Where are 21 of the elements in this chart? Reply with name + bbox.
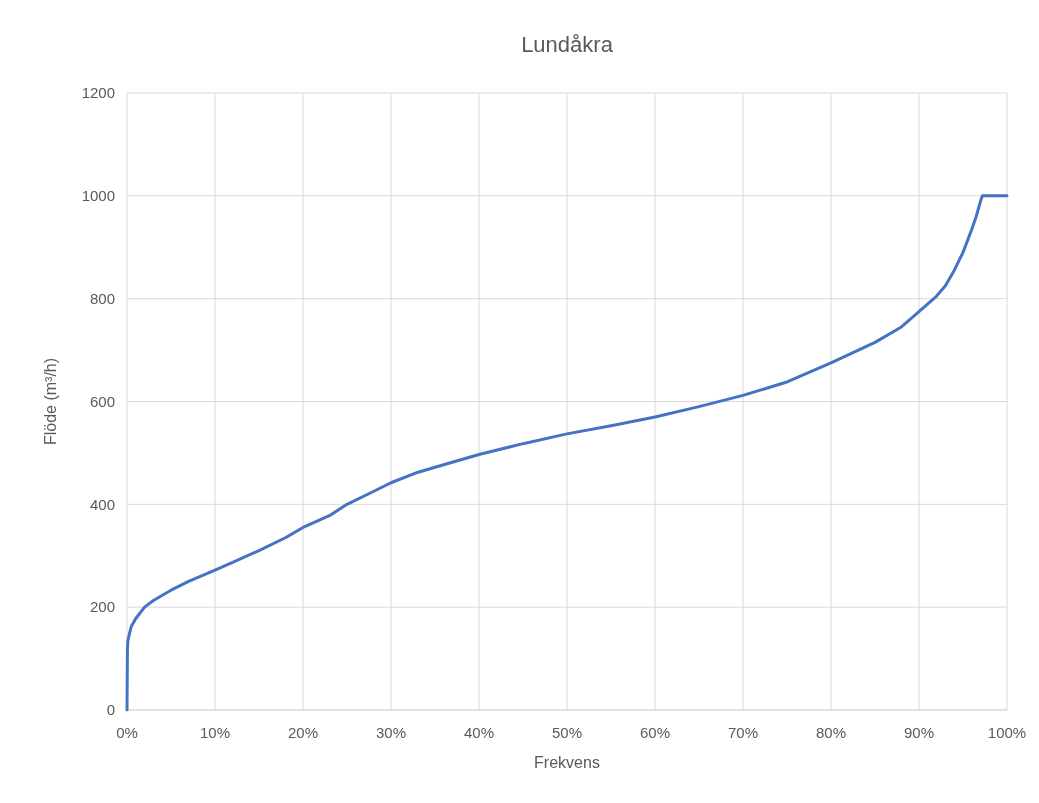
y-tick-label: 1200 <box>81 84 115 102</box>
x-tick-label: 30% <box>375 724 407 741</box>
x-tick-label: 100% <box>987 724 1027 741</box>
x-tick-label: 70% <box>727 724 759 741</box>
y-tick-label: 200 <box>89 598 115 616</box>
x-tick-label: 40% <box>463 724 495 741</box>
y-tick-label: 0 <box>106 701 115 719</box>
x-tick-label: 10% <box>199 724 231 741</box>
chart-title: Lundåkra <box>521 32 614 57</box>
y-tick-label: 800 <box>89 289 115 307</box>
x-tick-label: 0% <box>116 724 138 741</box>
x-axis-title: Frekvens <box>534 754 600 771</box>
y-tick-label: 1000 <box>81 187 115 205</box>
x-tick-label: 60% <box>639 724 671 741</box>
y-axis-title: Flöde (m³/h) <box>42 357 59 446</box>
x-tick-label: 20% <box>287 724 319 741</box>
y-tick-label: 400 <box>89 495 115 513</box>
x-tick-label: 80% <box>815 724 847 741</box>
y-tick-label: 600 <box>89 392 115 410</box>
x-tick-label: 50% <box>551 724 583 741</box>
x-tick-label: 90% <box>903 724 935 741</box>
